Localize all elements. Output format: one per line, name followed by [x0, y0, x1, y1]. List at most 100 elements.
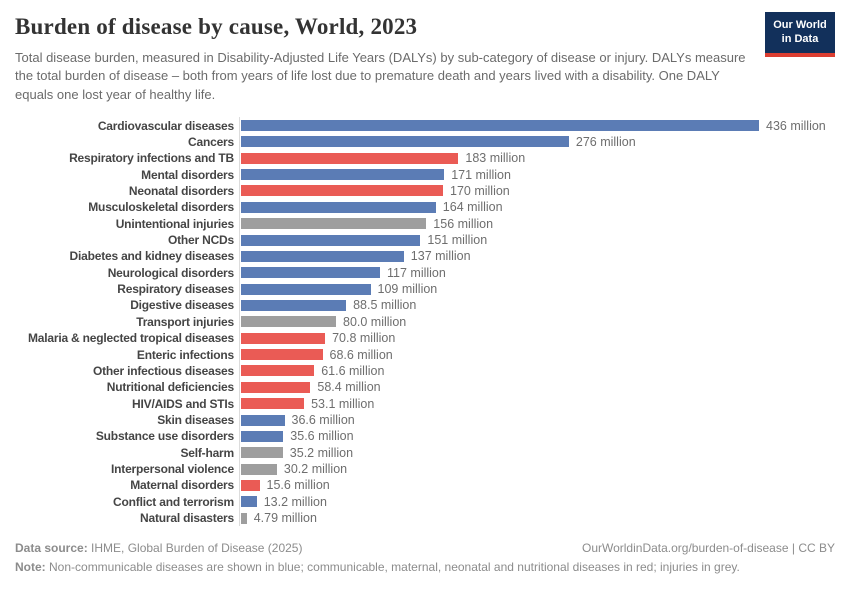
footer-note: Note: Non-communicable diseases are show… [15, 560, 835, 574]
bar[interactable] [241, 283, 371, 295]
category-label: Natural disasters [140, 511, 234, 526]
bar[interactable] [241, 447, 283, 459]
bar[interactable] [241, 218, 427, 230]
chart-row: Nutritional deficiencies 58.4 million [15, 379, 835, 396]
chart-row: Malaria & neglected tropical diseases 70.… [15, 330, 835, 347]
bar[interactable] [241, 152, 459, 164]
chart-row: Respiratory diseases 109 million [15, 280, 835, 298]
bar-track: 70.8 million [239, 330, 835, 347]
footer-top-row: Data source: IHME, Global Burden of Dise… [15, 541, 835, 555]
bar-track: 61.6 million [239, 362, 835, 380]
bar-track: 109 million [239, 280, 835, 298]
category-label: Respiratory infections and TB [69, 151, 234, 166]
bar[interactable] [241, 381, 311, 393]
value-label: 36.6 million [291, 413, 355, 427]
chart-row: Natural disasters 4.79 million [15, 509, 835, 527]
bar-track: 88.5 million [239, 297, 835, 314]
chart-row: Other NCDs 151 million [15, 231, 835, 249]
bar-track: 35.2 million [239, 444, 835, 461]
category-label: Nutritional deficiencies [106, 380, 234, 395]
bar[interactable] [241, 267, 380, 279]
value-label: 88.5 million [353, 298, 417, 313]
category-label: HIV/AIDS and STIs [132, 396, 234, 411]
value-label: 109 million [377, 282, 438, 297]
bar-track: 183 million [239, 150, 835, 167]
category-label: Diabetes and kidney diseases [69, 249, 235, 264]
bar[interactable] [241, 185, 443, 197]
bar[interactable] [241, 414, 285, 426]
note-label: Note: [15, 560, 46, 575]
category-label: Musculoskeletal disorders [88, 200, 234, 215]
value-label: 436 million [766, 118, 826, 133]
value-label: 68.6 million [329, 347, 393, 362]
chart-row: Self-harm 35.2 million [15, 444, 835, 461]
category-label: Neonatal disorders [128, 183, 234, 198]
value-label: 30.2 million [283, 462, 348, 477]
category-label: Neurological disorders [107, 265, 235, 280]
bar[interactable] [241, 120, 759, 132]
bar[interactable] [241, 250, 404, 262]
chart-row: Respiratory infections and TB 183 million [15, 150, 835, 167]
header: Burden of disease by cause, World, 2023 … [15, 12, 835, 104]
bar-track: 4.79 million [239, 509, 835, 527]
bar-track: 53.1 million [239, 395, 835, 412]
chart-row: Neurological disorders 117 million [15, 264, 835, 281]
category-label: Interpersonal violence [111, 462, 234, 477]
bar-track: 13.2 million [239, 493, 835, 510]
bar-track: 276 million [239, 133, 835, 151]
chart-row: Diabetes and kidney diseases 137 million [15, 248, 835, 265]
bar-track: 117 million [239, 264, 835, 281]
value-label: 156 million [433, 216, 494, 231]
bar[interactable] [241, 299, 347, 311]
value-label: 70.8 million [332, 331, 396, 346]
value-label: 137 million [410, 249, 471, 264]
bar[interactable] [241, 398, 305, 410]
value-label: 13.2 million [263, 494, 327, 509]
value-label: 15.6 million [266, 478, 330, 493]
category-label: Other infectious diseases [92, 363, 234, 378]
bar-track: 35.6 million [239, 428, 835, 445]
bar[interactable] [241, 512, 247, 524]
value-label: 58.4 million [317, 380, 381, 395]
value-label: 183 million [465, 151, 526, 166]
bar[interactable] [241, 316, 336, 328]
bar[interactable] [241, 332, 326, 344]
bar[interactable] [241, 349, 323, 361]
bar[interactable] [241, 430, 284, 442]
owid-url-link[interactable]: OurWorldinData.org/burden-of-disease | C… [581, 541, 835, 556]
bar-track: 58.4 million [239, 379, 835, 396]
bar-track: 171 million [239, 166, 835, 183]
value-label: 53.1 million [311, 396, 375, 411]
chart-row: HIV/AIDS and STIs 53.1 million [15, 395, 835, 412]
bar[interactable] [241, 169, 445, 181]
bar[interactable] [241, 234, 421, 246]
value-label: 117 million [387, 265, 446, 280]
chart-row: Other infectious diseases 61.6 million [15, 362, 835, 380]
bar-track: 30.2 million [239, 460, 835, 478]
owid-logo: Our World in Data [765, 12, 835, 57]
category-label: Conflict and terrorism [113, 494, 234, 509]
owid-logo-line2: in Data [781, 32, 819, 45]
chart-row: Cardiovascular diseases 436 million [15, 117, 835, 134]
bar[interactable] [241, 496, 257, 508]
bar[interactable] [241, 463, 277, 475]
category-label: Skin diseases [157, 413, 234, 427]
bar[interactable] [241, 479, 260, 491]
footer: Data source: IHME, Global Burden of Dise… [15, 541, 835, 574]
value-label: 35.6 million [290, 429, 354, 444]
chart-row: Neonatal disorders 170 million [15, 182, 835, 200]
bar-track: 15.6 million [239, 477, 835, 494]
chart-row: Enteric infections 68.6 million [15, 346, 835, 363]
bar[interactable] [241, 201, 436, 213]
value-label: 171 million [451, 167, 511, 182]
bar-track: 164 million [239, 199, 835, 216]
data-source-label: Data source: [15, 541, 88, 556]
bar[interactable] [241, 136, 569, 148]
value-label: 276 million [575, 134, 636, 149]
value-label: 61.6 million [321, 363, 385, 378]
bar-chart: Cardiovascular diseases 436 million Cancer… [15, 117, 835, 527]
bar-track: 36.6 million [239, 411, 835, 429]
value-label: 80.0 million [343, 314, 407, 329]
bar[interactable] [241, 365, 315, 377]
chart-subtitle: Total disease burden, measured in Disabi… [15, 50, 746, 102]
